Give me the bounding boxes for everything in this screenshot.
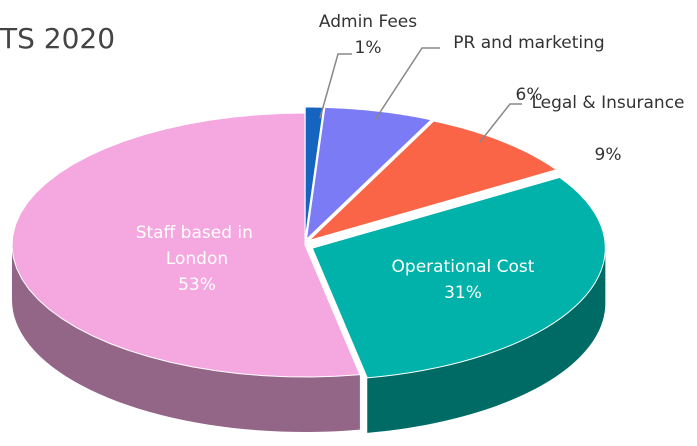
- slice: [304, 106, 325, 240]
- leader-line: [479, 103, 522, 143]
- leader-line: [374, 47, 440, 121]
- slice: [308, 120, 558, 241]
- slice-label: Legal & Insurance: [531, 93, 684, 113]
- slice-value-label: 6%: [516, 85, 543, 105]
- slice: [305, 106, 433, 241]
- slice: [11, 112, 361, 378]
- chart-title: TS 2020: [0, 22, 115, 55]
- slice-label: Staff based in London: [136, 223, 259, 269]
- slice-side: [367, 248, 606, 433]
- slice-label: PR and marketing: [453, 33, 604, 53]
- slice-label: Admin Fees: [319, 12, 417, 32]
- slice-value-label: 31%: [444, 283, 482, 303]
- slice: [311, 176, 606, 379]
- slice-side: [12, 245, 360, 432]
- leader-line: [319, 53, 352, 119]
- slice-value-label: 53%: [178, 275, 216, 295]
- slice-value-label: 9%: [595, 145, 622, 165]
- slice-label: Operational Cost: [392, 257, 535, 277]
- slice-value-label: 1%: [355, 38, 382, 58]
